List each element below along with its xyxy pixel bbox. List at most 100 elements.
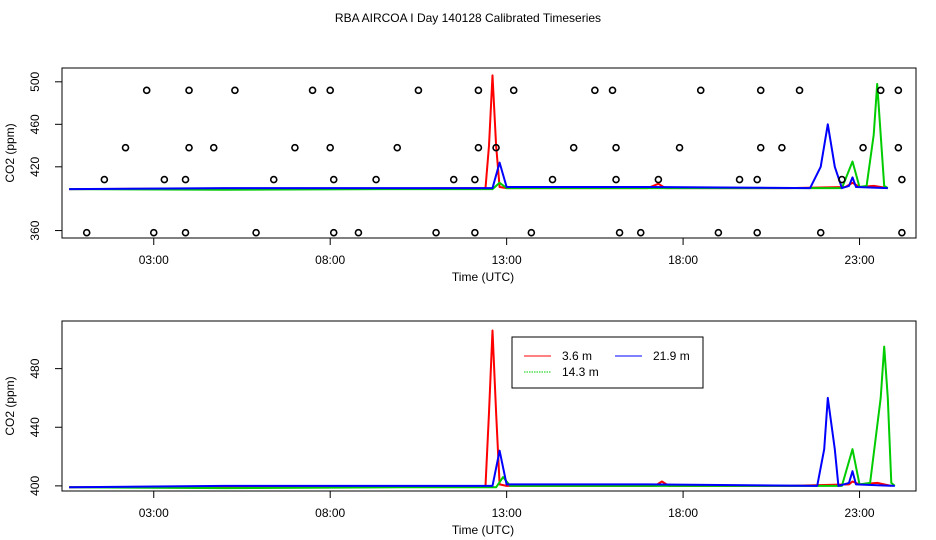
marker-point (471, 175, 479, 184)
marker-point (82, 228, 91, 237)
marker-point (675, 143, 684, 152)
marker-point (432, 228, 440, 237)
y-tick-label: 480 (28, 358, 42, 378)
top-ylabel: CO2 (ppm) (3, 123, 17, 182)
marker-point (329, 175, 338, 184)
marker-point (329, 228, 338, 237)
series-line-14-3-m (69, 345, 896, 490)
marker-point (654, 175, 663, 184)
marker-point (612, 143, 620, 152)
x-tick-label: 23:00 (845, 506, 875, 520)
bottom-xlabel: Time (UTC) (452, 523, 514, 537)
marker-point (756, 143, 765, 152)
marker-point (612, 175, 620, 184)
bottom-x-axis: 03:00 08:00 13:00 18:00 23:00 (139, 491, 875, 520)
y-tick-label: 360 (28, 220, 42, 240)
y-tick-label: 460 (28, 114, 42, 134)
marker-point (326, 143, 334, 152)
marker-point (414, 86, 423, 95)
marker-point (876, 86, 885, 95)
marker-point (269, 175, 278, 184)
series-line-14-3-m (69, 82, 889, 191)
y-tick-label: 440 (28, 417, 42, 437)
marker-point (778, 143, 786, 152)
marker-point (393, 143, 402, 152)
marker-point (100, 175, 109, 184)
marker-point (608, 86, 617, 95)
marker-point (291, 143, 299, 152)
marker-point (185, 143, 193, 152)
marker-point (898, 175, 906, 184)
marker-point (185, 86, 193, 95)
x-tick-label: 18:00 (668, 253, 698, 267)
legend-box (511, 336, 704, 389)
marker-point (548, 175, 557, 184)
marker-point (636, 228, 645, 237)
top-y-axis: 360 420 460 500 (28, 71, 62, 241)
top-markers (82, 86, 906, 237)
series-line-21-9-m (69, 396, 895, 489)
marker-point (527, 228, 536, 237)
x-tick-label: 18:00 (668, 506, 698, 520)
marker-point (591, 86, 599, 95)
marker-point (252, 228, 260, 237)
marker-point (509, 86, 518, 95)
x-tick-label: 08:00 (315, 506, 345, 520)
x-tick-label: 03:00 (139, 506, 169, 520)
marker-point (121, 143, 130, 152)
bottom-y-axis: 400 440 480 (28, 358, 62, 496)
marker-point (894, 86, 903, 95)
marker-point (615, 228, 624, 237)
bottom-panel: 03:00 08:00 13:00 18:00 23:00 400 440 480 Time… (3, 320, 917, 537)
bottom-series-lines (69, 329, 896, 490)
top-xlabel: Time (UTC) (452, 270, 514, 284)
marker-point (714, 228, 723, 237)
marker-point (816, 228, 825, 237)
x-tick-label: 23:00 (845, 253, 875, 267)
marker-point (231, 86, 239, 95)
marker-point (181, 228, 190, 237)
marker-point (474, 86, 483, 95)
marker-point (569, 143, 578, 152)
marker-point (372, 175, 380, 184)
marker-point (753, 175, 761, 184)
series-line-3-6-m (69, 329, 892, 489)
y-tick-label: 400 (28, 476, 42, 496)
bottom-plot-frame (61, 320, 917, 492)
marker-point (735, 175, 744, 184)
y-tick-label: 500 (28, 71, 42, 91)
marker-point (354, 228, 363, 237)
marker-point (209, 143, 218, 152)
series-line-21-9-m (69, 123, 888, 191)
marker-point (474, 143, 483, 152)
y-tick-label: 420 (28, 156, 42, 176)
marker-point (308, 86, 317, 95)
figure-title: RBA AIRCOA I Day 140128 Calibrated Times… (335, 11, 601, 25)
legend-label-14-3m: 14.3 m (562, 365, 599, 379)
marker-point (894, 143, 903, 152)
top-series-lines (69, 74, 889, 191)
legend-label-21-9m: 21.9 m (653, 349, 690, 363)
marker-point (838, 175, 846, 184)
legend-label-3-6m: 3.6 m (562, 349, 592, 363)
marker-point (696, 86, 705, 95)
marker-point (492, 143, 500, 152)
x-tick-label: 08:00 (315, 253, 345, 267)
top-x-axis: 03:00 08:00 13:00 18:00 23:00 (139, 238, 875, 267)
marker-point (898, 228, 906, 237)
x-tick-label: 13:00 (492, 506, 522, 520)
bottom-ylabel: CO2 (ppm) (3, 376, 17, 435)
marker-point (753, 228, 761, 237)
marker-point (142, 86, 151, 95)
legend: 3.6 m 21.9 m 14.3 m (511, 336, 704, 389)
marker-point (326, 86, 334, 95)
marker-point (449, 175, 458, 184)
x-tick-label: 13:00 (492, 253, 522, 267)
marker-point (859, 143, 867, 152)
marker-point (471, 228, 479, 237)
marker-point (181, 175, 190, 184)
marker-point (795, 86, 804, 95)
marker-point (160, 175, 169, 184)
marker-point (149, 228, 158, 237)
